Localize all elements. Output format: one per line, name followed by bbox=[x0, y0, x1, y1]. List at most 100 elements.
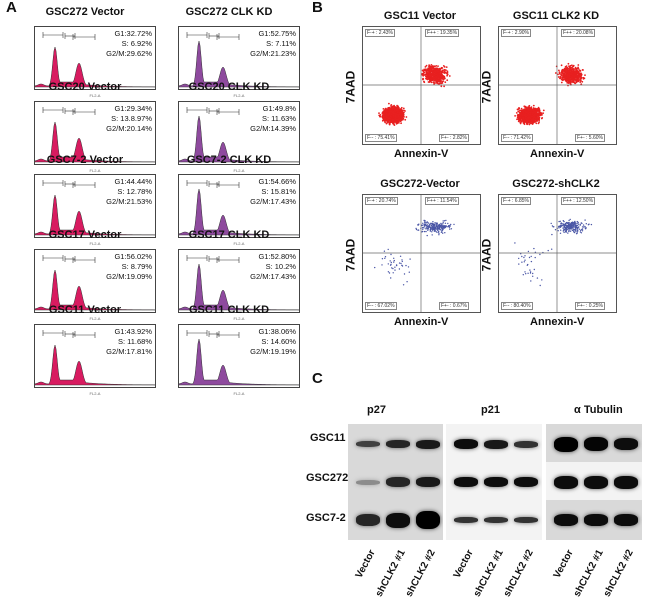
scatter-point bbox=[386, 109, 388, 112]
scatter-point bbox=[440, 85, 443, 88]
scatter-point bbox=[563, 76, 565, 79]
scatter-point bbox=[446, 73, 449, 76]
scatter-point bbox=[384, 117, 386, 120]
quadrant-label-lr: F+- : 0.25% bbox=[575, 302, 605, 310]
stat-g1: G1:56.02% bbox=[114, 252, 152, 261]
scatter-point bbox=[389, 107, 392, 109]
scatter-point bbox=[397, 118, 399, 121]
scatter-point bbox=[537, 112, 540, 115]
scatter-point bbox=[436, 229, 438, 231]
scatter-ylabel: 7AAD bbox=[479, 70, 494, 104]
scatter-point bbox=[524, 271, 526, 273]
scatter-point bbox=[401, 259, 403, 261]
scatter-point bbox=[404, 118, 407, 121]
scatter-point bbox=[570, 69, 573, 72]
stat-s: S: 6.92% bbox=[121, 39, 152, 48]
quadrant-label-ul: F-+ : 2.90% bbox=[501, 29, 531, 37]
scatter-point bbox=[529, 112, 532, 114]
scatter-point bbox=[515, 112, 518, 114]
scatter-point bbox=[567, 69, 570, 72]
scatter-point bbox=[522, 274, 524, 276]
scatter-point bbox=[570, 226, 573, 228]
scatter-point bbox=[426, 228, 428, 230]
scatter-title: GSC11 CLK2 KD bbox=[512, 10, 600, 22]
scatter-point bbox=[429, 225, 431, 228]
scatter-point bbox=[534, 256, 536, 259]
scatter-point bbox=[423, 230, 426, 233]
scatter-point bbox=[433, 230, 436, 232]
scatter-point bbox=[444, 222, 447, 224]
scatter-point bbox=[427, 229, 429, 231]
scatter-points bbox=[363, 27, 480, 144]
stat-s: S: 12.78% bbox=[117, 187, 152, 196]
scatter-point bbox=[382, 112, 385, 115]
scatter-point bbox=[399, 255, 402, 257]
scatter-point bbox=[536, 116, 538, 119]
scatter-point bbox=[566, 73, 569, 75]
scatter-point bbox=[436, 74, 439, 77]
blot-band bbox=[614, 475, 638, 489]
scatter-point bbox=[403, 109, 405, 112]
scatter-point bbox=[398, 262, 401, 264]
scatter-point bbox=[384, 257, 386, 259]
scatter-ylabel: 7AAD bbox=[479, 238, 494, 272]
scatter-point bbox=[425, 224, 427, 226]
scatter-point bbox=[430, 64, 433, 66]
scatter-point bbox=[426, 73, 429, 76]
blot-band bbox=[614, 514, 638, 526]
scatter-point bbox=[426, 68, 429, 71]
scatter-point bbox=[576, 220, 578, 223]
scatter-point bbox=[443, 72, 446, 74]
stat-g2m: G2/M:17.81% bbox=[106, 347, 152, 356]
blot-band bbox=[416, 511, 440, 529]
scatter-plot: F-+ : 2.43% F++ : 19.35% F-- : 75.41% F+- :… bbox=[362, 26, 481, 145]
scatter-point bbox=[441, 80, 443, 83]
scatter-point bbox=[521, 109, 523, 112]
scatter-point bbox=[534, 112, 537, 115]
scatter-point bbox=[573, 231, 575, 233]
scatter-point bbox=[438, 232, 440, 234]
scatter-point bbox=[381, 264, 383, 266]
scatter-point bbox=[434, 73, 437, 76]
scatter-point bbox=[431, 228, 433, 231]
scatter-point bbox=[435, 231, 438, 233]
scatter-point bbox=[569, 228, 571, 230]
scatter-point bbox=[517, 110, 520, 113]
scatter-point bbox=[538, 117, 540, 120]
blot-band bbox=[356, 441, 380, 447]
scatter-point bbox=[560, 225, 562, 227]
stat-g1: G1:52.80% bbox=[258, 252, 296, 261]
scatter-point bbox=[559, 220, 561, 222]
scatter-point bbox=[570, 81, 572, 84]
scatter-point bbox=[536, 120, 538, 122]
scatter-point bbox=[433, 225, 435, 227]
scatter-point bbox=[402, 107, 405, 110]
scatter-point bbox=[433, 81, 435, 84]
stat-s: S: 11.63% bbox=[261, 114, 296, 123]
scatter-point bbox=[418, 223, 420, 225]
scatter-point bbox=[551, 225, 554, 227]
scatter-point bbox=[565, 225, 568, 227]
scatter-point bbox=[585, 223, 587, 225]
scatter-point bbox=[531, 119, 534, 122]
scatter-point bbox=[405, 116, 408, 118]
scatter-point bbox=[539, 253, 541, 256]
scatter-point bbox=[522, 122, 525, 124]
scatter-point bbox=[517, 118, 520, 121]
histogram-curve bbox=[35, 107, 155, 163]
cell-cycle-stats: G1:29.34% S: 13.8.97% G2/M:20.14% bbox=[106, 104, 152, 134]
scatter-point bbox=[562, 227, 564, 229]
scatter-point bbox=[393, 259, 395, 262]
scatter-points bbox=[363, 195, 480, 312]
scatter-point bbox=[442, 78, 445, 80]
scatter-point bbox=[398, 111, 401, 114]
scatter-point bbox=[439, 75, 442, 78]
scatter-point bbox=[423, 81, 426, 84]
scatter-point bbox=[566, 226, 569, 229]
scatter-point bbox=[429, 228, 432, 230]
scatter-point bbox=[525, 121, 528, 124]
stat-g1: G1:44.44% bbox=[114, 177, 152, 186]
scatter-point bbox=[384, 115, 386, 118]
scatter-point bbox=[441, 82, 444, 84]
scatter-point bbox=[577, 221, 579, 224]
